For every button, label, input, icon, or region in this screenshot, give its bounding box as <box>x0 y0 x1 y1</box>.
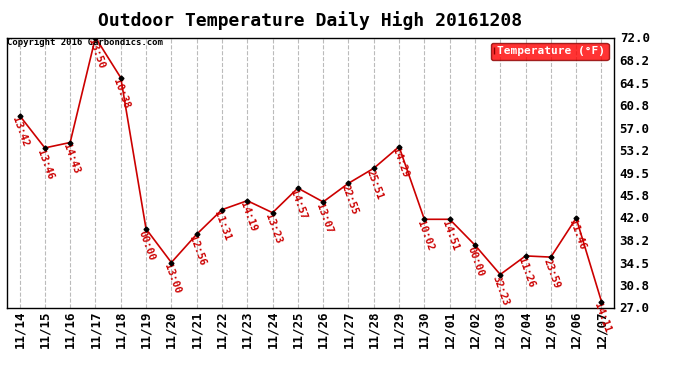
Text: 11:26: 11:26 <box>516 256 536 289</box>
Text: 14:11: 14:11 <box>592 302 612 334</box>
Text: Copyright 2016 Carbondics.com: Copyright 2016 Carbondics.com <box>7 38 163 46</box>
Text: 13:50: 13:50 <box>86 38 106 70</box>
Text: 23:59: 23:59 <box>542 257 562 290</box>
Text: 11:46: 11:46 <box>566 218 586 251</box>
Text: 14:57: 14:57 <box>288 188 308 221</box>
Text: 00:00: 00:00 <box>137 229 157 262</box>
Text: 11:31: 11:31 <box>213 210 233 243</box>
Text: 10:38: 10:38 <box>111 78 131 111</box>
Text: 12:56: 12:56 <box>187 234 207 267</box>
Text: Outdoor Temperature Daily High 20161208: Outdoor Temperature Daily High 20161208 <box>99 11 522 30</box>
Text: 32:23: 32:23 <box>491 274 511 307</box>
Legend: Temperature (°F): Temperature (°F) <box>491 43 609 60</box>
Text: 14:19: 14:19 <box>238 201 258 234</box>
Text: 25:51: 25:51 <box>364 168 384 201</box>
Text: 00:00: 00:00 <box>466 245 486 278</box>
Text: 13:46: 13:46 <box>35 148 55 181</box>
Text: 14:29: 14:29 <box>390 147 410 180</box>
Text: 13:00: 13:00 <box>162 262 182 295</box>
Text: 14:51: 14:51 <box>440 219 460 252</box>
Text: 14:43: 14:43 <box>61 142 81 175</box>
Text: 13:42: 13:42 <box>10 116 30 148</box>
Text: 22:55: 22:55 <box>339 183 359 216</box>
Text: 10:02: 10:02 <box>415 219 435 252</box>
Text: 13:23: 13:23 <box>263 213 283 246</box>
Text: 13:07: 13:07 <box>314 202 334 235</box>
